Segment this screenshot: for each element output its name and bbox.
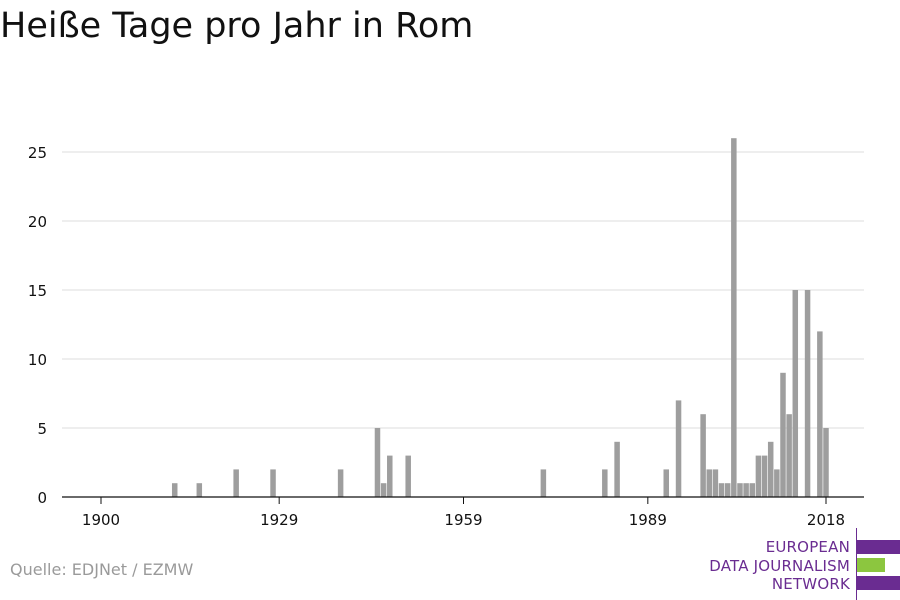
bar-2013 [792, 290, 799, 497]
x-tick-label-1959: 1959 [444, 511, 482, 529]
edjnet-logo[interactable]: EUROPEAN DATA JOURNALISM NETWORK [700, 528, 900, 600]
logo-text-line-1: EUROPEAN [765, 538, 850, 556]
logo-text-line-3: NETWORK [771, 575, 850, 593]
bar-1947 [387, 455, 393, 497]
bar-2007 [755, 455, 762, 497]
bar-1928 [270, 469, 276, 497]
bar-2001 [718, 483, 725, 497]
bar-2010 [774, 469, 780, 497]
y-tick-label-10: 10 [28, 351, 47, 369]
chart-title: Heiße Tage pro Jahr in Rom [0, 6, 474, 46]
bar-2004 [737, 483, 743, 497]
y-tick-label-5: 5 [37, 420, 47, 438]
bar-1999 [706, 469, 713, 497]
logo-bar-purple-top [857, 540, 900, 554]
bar-1994 [675, 400, 682, 497]
logo-text-line-2: DATA JOURNALISM [709, 557, 850, 575]
bar-2002 [724, 483, 731, 497]
bar-2000 [712, 469, 719, 497]
bar-2005 [743, 483, 749, 497]
x-axis-ticks: 1900 1929 1959 1989 2018 [82, 497, 845, 529]
bar-2008 [761, 455, 768, 497]
bar-2011 [780, 372, 786, 497]
bar-1912 [171, 483, 178, 497]
bar-1922 [233, 469, 239, 497]
bar-1916 [196, 483, 203, 497]
bar-2009 [767, 441, 774, 497]
bar-2015 [804, 290, 811, 497]
y-axis-ticks: 0 5 10 15 20 25 [28, 144, 47, 507]
logo-bar-purple-bottom [857, 576, 900, 590]
logo-bar-green [857, 558, 885, 572]
y-tick-label-25: 25 [28, 144, 47, 162]
logo-divider [856, 528, 857, 600]
bar-2006 [749, 483, 756, 497]
x-tick-label-1989: 1989 [629, 511, 667, 529]
bar-2018 [823, 428, 829, 497]
bar-1946 [380, 483, 387, 497]
bar-2012 [786, 414, 792, 497]
bar-1950 [405, 455, 411, 497]
y-tick-label-20: 20 [28, 213, 47, 231]
bar-1982 [602, 469, 608, 497]
x-tick-label-1900: 1900 [82, 511, 120, 529]
y-tick-label-0: 0 [37, 489, 47, 507]
bar-1998 [700, 414, 706, 497]
bars [171, 138, 829, 497]
y-tick-label-15: 15 [28, 282, 47, 300]
x-tick-label-1929: 1929 [260, 511, 298, 529]
bar-2003 [731, 138, 737, 497]
x-tick-label-2018: 2018 [807, 511, 845, 529]
bar-1972 [540, 469, 547, 497]
bar-1939 [337, 469, 344, 497]
source-note: Quelle: EDJNet / EZMW [10, 560, 194, 579]
bar-1992 [663, 469, 670, 497]
bar-1984 [614, 441, 620, 497]
grid-lines [62, 151, 864, 429]
bar-1945 [374, 428, 381, 497]
bar-2017 [817, 331, 823, 497]
